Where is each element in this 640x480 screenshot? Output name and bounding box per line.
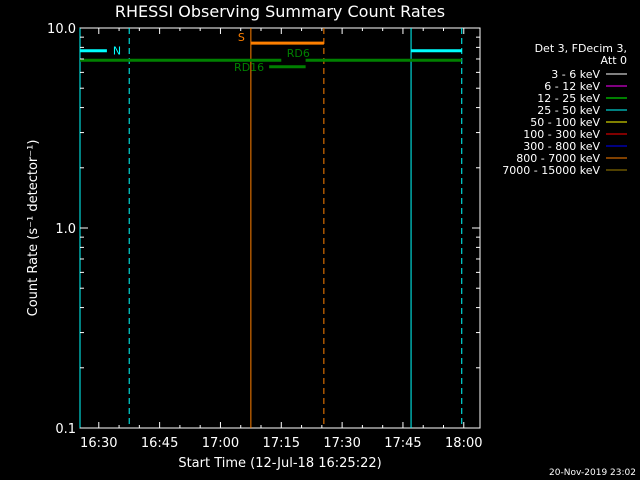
y-tick-label-0: 0.1 <box>55 422 76 437</box>
flag-label-rd16: RD16 <box>234 61 264 74</box>
legend-label-6: 300 - 800 keV <box>523 140 600 153</box>
flag-bars: N S RD6 RD16 <box>80 31 462 74</box>
legend-label-8: 7000 - 15000 keV <box>502 164 600 177</box>
legend-header-1: Att 0 <box>601 54 627 67</box>
legend-label-3: 25 - 50 keV <box>537 104 600 117</box>
flag-label-s: S <box>238 31 245 44</box>
y-axis-ticks: 0.1 1.0 10.0 <box>47 22 480 437</box>
flag-label-n: N <box>113 45 121 58</box>
legend-label-0: 3 - 6 keV <box>551 68 600 81</box>
legend-label-2: 12 - 25 keV <box>537 92 600 105</box>
legend-label-7: 800 - 7000 keV <box>516 152 600 165</box>
x-tick-label-0: 16:30 <box>80 436 117 451</box>
plot-frame <box>79 27 481 429</box>
x-axis-label: Start Time (12-Jul-18 16:25:22) <box>178 456 381 471</box>
y-tick-label-2: 10.0 <box>47 22 76 37</box>
legend-header-0: Det 3, FDecim 3, <box>535 42 627 55</box>
x-tick-label-3: 17:15 <box>263 436 300 451</box>
legend-label-5: 100 - 300 keV <box>523 128 600 141</box>
flag-label-rd6: RD6 <box>287 47 310 60</box>
x-tick-label-6: 18:00 <box>445 436 482 451</box>
x-axis-ticks: 16:30 16:45 17:00 17:15 17:30 17:45 18:00 <box>80 28 483 451</box>
chart-title: RHESSI Observing Summary Count Rates <box>115 2 445 21</box>
legend-label-4: 50 - 100 keV <box>530 116 600 129</box>
y-tick-label-1: 1.0 <box>55 222 76 237</box>
y-axis-label: Count Rate (s⁻¹ detector⁻¹) <box>26 140 41 317</box>
x-tick-label-5: 17:45 <box>384 436 421 451</box>
legend-label-1: 6 - 12 keV <box>544 80 600 93</box>
x-tick-label-4: 17:30 <box>323 436 360 451</box>
x-tick-label-1: 16:45 <box>141 436 178 451</box>
vertical-markers <box>79 28 463 428</box>
footer-timestamp: 20-Nov-2019 23:02 <box>549 468 636 478</box>
x-tick-label-2: 17:00 <box>202 436 239 451</box>
